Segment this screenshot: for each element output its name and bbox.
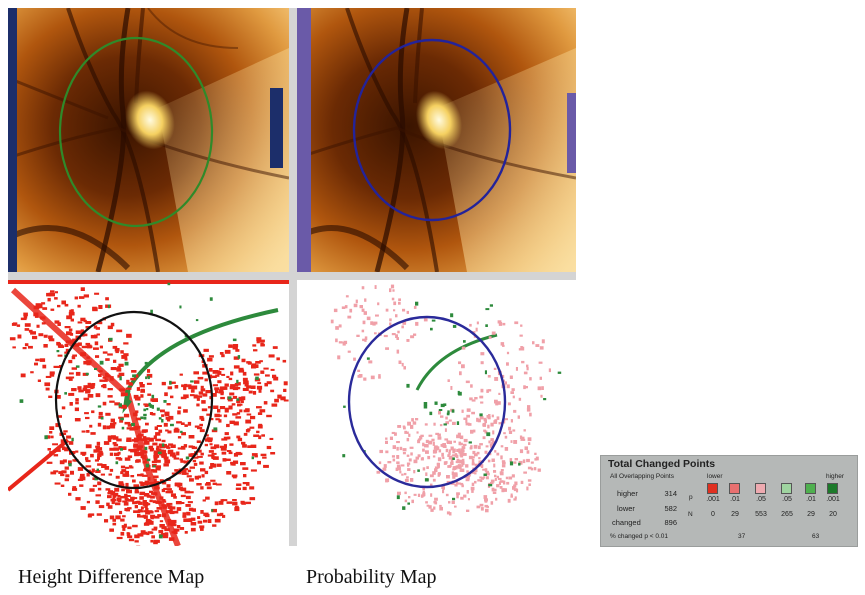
- legend-p-value: .001: [706, 496, 720, 503]
- contour-line-blue: [347, 315, 507, 489]
- caption-height-difference-map: Height Difference Map: [18, 566, 205, 588]
- legend-swatch: [781, 483, 792, 494]
- legend-n-value: 29: [807, 511, 815, 518]
- legend-swatch: [755, 483, 766, 494]
- legend-n-value: 553: [755, 511, 767, 518]
- legend-subtitle: All Overlapping Points: [610, 473, 674, 480]
- legend-n-value: 265: [781, 511, 793, 518]
- legend-swatch: [707, 483, 718, 494]
- row-label-higher: higher: [617, 489, 638, 498]
- higher-heading: higher: [826, 473, 845, 480]
- legend-n-value: 0: [711, 511, 715, 518]
- legend-p-value: .001: [826, 496, 840, 503]
- fundus-image-left: [8, 8, 289, 272]
- legend-p-value: .05: [756, 496, 766, 503]
- lower-heading: lower: [707, 473, 723, 480]
- caption-probability-map: Probability Map: [306, 566, 437, 588]
- total-changed-points-legend: Total Changed Points All Overlapping Poi…: [600, 455, 858, 547]
- contour-line-green: [58, 36, 214, 228]
- pct-changed-higher: 63: [812, 533, 820, 540]
- p-label: p: [689, 494, 693, 501]
- legend-n-value: 20: [829, 511, 837, 518]
- n-label: N: [688, 511, 693, 518]
- row-label-changed: changed: [612, 518, 641, 527]
- legend-swatch: [827, 483, 838, 494]
- legend-p-value: .05: [782, 496, 792, 503]
- pct-changed-label: % changed p < 0.01: [610, 533, 669, 540]
- pct-changed-lower: 37: [738, 533, 746, 540]
- legend-n-value: 29: [731, 511, 739, 518]
- row-label-lower: lower: [617, 504, 635, 513]
- row-value-higher: 314: [664, 489, 677, 498]
- row-value-changed: 896: [664, 518, 677, 527]
- legend-p-value: .01: [806, 496, 816, 503]
- legend-swatch: [805, 483, 816, 494]
- row-value-lower: 582: [664, 504, 677, 513]
- legend-p-value: .01: [730, 496, 740, 503]
- fundus-image-right: [297, 8, 576, 272]
- contour-line-black: [54, 310, 214, 490]
- contour-line-blue: [352, 38, 512, 222]
- legend-title: Total Changed Points: [608, 458, 716, 470]
- legend-swatch: [729, 483, 740, 494]
- height-difference-map: [8, 280, 289, 546]
- probability-map: [297, 280, 576, 546]
